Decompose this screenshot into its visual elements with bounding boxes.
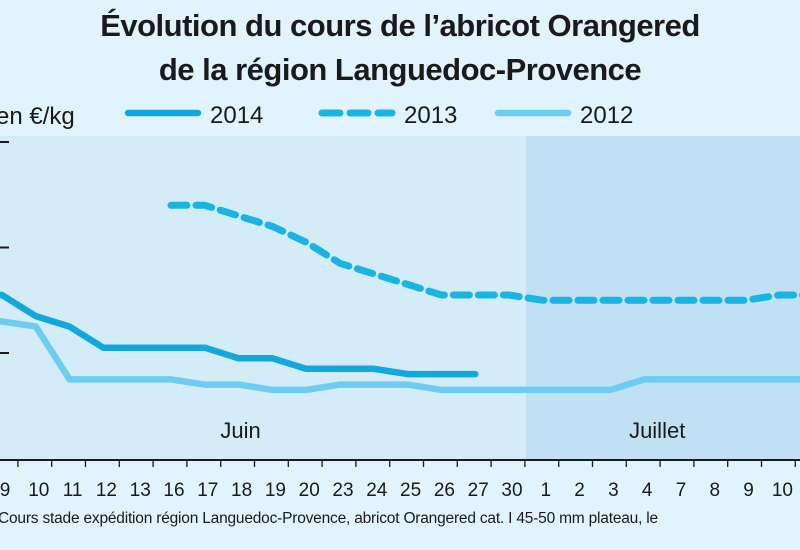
x-tick-label: 19 <box>265 480 286 501</box>
x-tick-label: 2 <box>574 480 585 501</box>
x-tick-label: 20 <box>299 480 320 501</box>
month-label-juillet: Juillet <box>629 418 685 443</box>
x-tick-label: 13 <box>130 480 151 501</box>
x-tick-label: 7 <box>676 480 687 501</box>
x-tick-label: 3 <box>608 480 619 501</box>
x-tick-label: 25 <box>400 480 421 501</box>
x-tick-label: 10 <box>28 480 49 501</box>
y-axis-label: en €/kg <box>0 103 75 130</box>
series-line-2013 <box>167 201 800 304</box>
x-tick-label: 18 <box>231 480 252 501</box>
x-tick-label: 1 <box>541 480 552 501</box>
x-tick-label: 24 <box>366 480 388 501</box>
source-footnote: Cours stade expédition région Languedoc-… <box>0 510 658 527</box>
legend-label-2013: 2013 <box>404 102 457 129</box>
chart-title: Évolution du cours de l’abricot Orangere… <box>0 4 800 92</box>
chart-title-line-1: Évolution du cours de l’abricot Orangere… <box>100 8 700 43</box>
chart-title-line-2: de la région Languedoc-Provence <box>158 52 642 87</box>
x-tick-label: 11 <box>63 480 83 501</box>
x-tick-label: 10 <box>772 480 793 501</box>
x-tick-label: 17 <box>197 480 218 501</box>
x-tick-label: 16 <box>163 480 184 501</box>
x-tick-label: 9 <box>0 480 10 501</box>
legend-label-2012: 2012 <box>580 102 633 129</box>
series-line-2012 <box>0 318 800 394</box>
legend-label-2014: 2014 <box>210 102 263 129</box>
x-tick-label: 4 <box>642 480 653 501</box>
series-line-2014 <box>0 291 479 378</box>
month-label-juin: Juin <box>220 418 260 443</box>
x-tick-label: 9 <box>743 480 754 501</box>
x-tick-label: 12 <box>96 480 117 501</box>
x-tick-label: 8 <box>710 480 721 501</box>
x-tick-label: 30 <box>501 480 522 501</box>
x-tick-label: 23 <box>332 480 353 501</box>
x-tick-label: 26 <box>434 480 455 501</box>
x-tick-label: 27 <box>468 480 489 501</box>
